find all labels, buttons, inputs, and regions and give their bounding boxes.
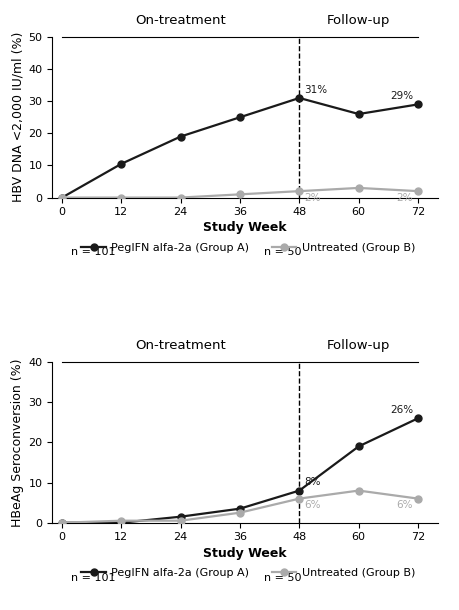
- Text: 26%: 26%: [390, 405, 413, 415]
- Text: 6%: 6%: [397, 500, 413, 510]
- Text: 8%: 8%: [304, 478, 321, 487]
- Text: On-treatment: On-treatment: [135, 14, 226, 27]
- Text: 6%: 6%: [304, 500, 321, 510]
- Legend: PegIFN alfa-2a (Group A), Untreated (Group B): PegIFN alfa-2a (Group A), Untreated (Gro…: [77, 564, 420, 583]
- Text: n = 50: n = 50: [264, 248, 302, 257]
- Text: 29%: 29%: [390, 91, 413, 101]
- Y-axis label: HBeAg Seroconversion (%): HBeAg Seroconversion (%): [11, 358, 24, 526]
- Text: 31%: 31%: [304, 85, 327, 95]
- X-axis label: Study Week: Study Week: [203, 547, 287, 559]
- Text: On-treatment: On-treatment: [135, 339, 226, 353]
- Y-axis label: HBV DNA <2,000 IU/ml (%): HBV DNA <2,000 IU/ml (%): [11, 32, 24, 203]
- Text: n = 50: n = 50: [264, 573, 302, 583]
- X-axis label: Study Week: Study Week: [203, 221, 287, 234]
- Text: n = 101: n = 101: [72, 248, 116, 257]
- Text: 2%: 2%: [397, 193, 413, 203]
- Text: 2%: 2%: [304, 193, 321, 203]
- Text: n = 101: n = 101: [72, 573, 116, 583]
- Text: Follow-up: Follow-up: [327, 339, 390, 353]
- Text: Follow-up: Follow-up: [327, 14, 390, 27]
- Legend: PegIFN alfa-2a (Group A), Untreated (Group B): PegIFN alfa-2a (Group A), Untreated (Gro…: [77, 239, 420, 257]
